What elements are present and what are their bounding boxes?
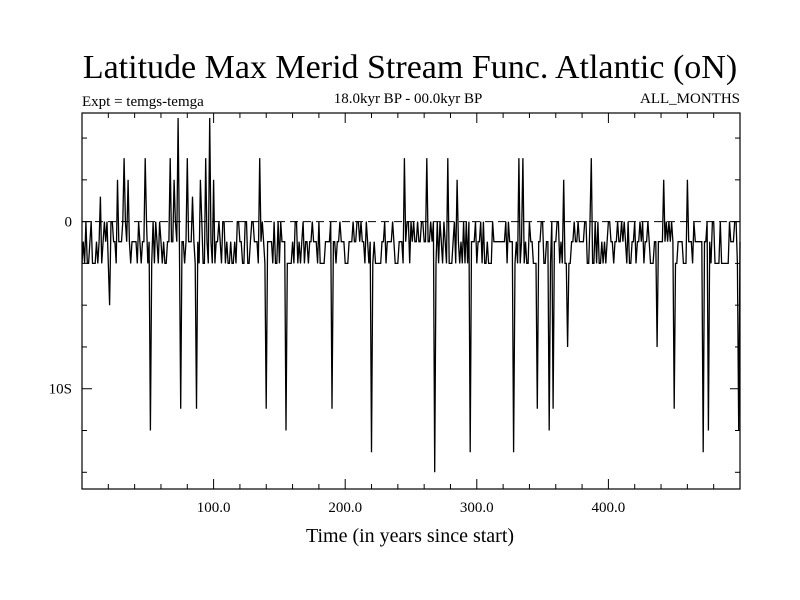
y-tick-label: 0	[65, 215, 73, 231]
x-tick-label: 300.0	[460, 500, 494, 516]
y-minor-ticks	[82, 137, 740, 473]
y-tick-labels: 0 10S	[49, 215, 72, 398]
time-range-label: 18.0kyr BP - 00.0kyr BP	[334, 91, 483, 107]
experiment-label: Expt = temgs-temga	[82, 94, 204, 110]
x-tick-label: 100.0	[197, 500, 231, 516]
y-tick-label: 10S	[49, 382, 72, 398]
chart-title: Latitude Max Merid Stream Func. Atlantic…	[83, 49, 737, 86]
x-minor-ticks	[107, 113, 715, 489]
x-tick-label: 200.0	[328, 500, 362, 516]
plot-frame	[81, 112, 741, 490]
x-tick-labels: 100.0 200.0 300.0 400.0	[197, 500, 626, 516]
series-line	[81, 117, 741, 473]
months-label: ALL_MONTHS	[640, 91, 740, 107]
x-tick-label: 400.0	[592, 500, 626, 516]
x-axis-label: Time (in years since start)	[306, 525, 514, 547]
